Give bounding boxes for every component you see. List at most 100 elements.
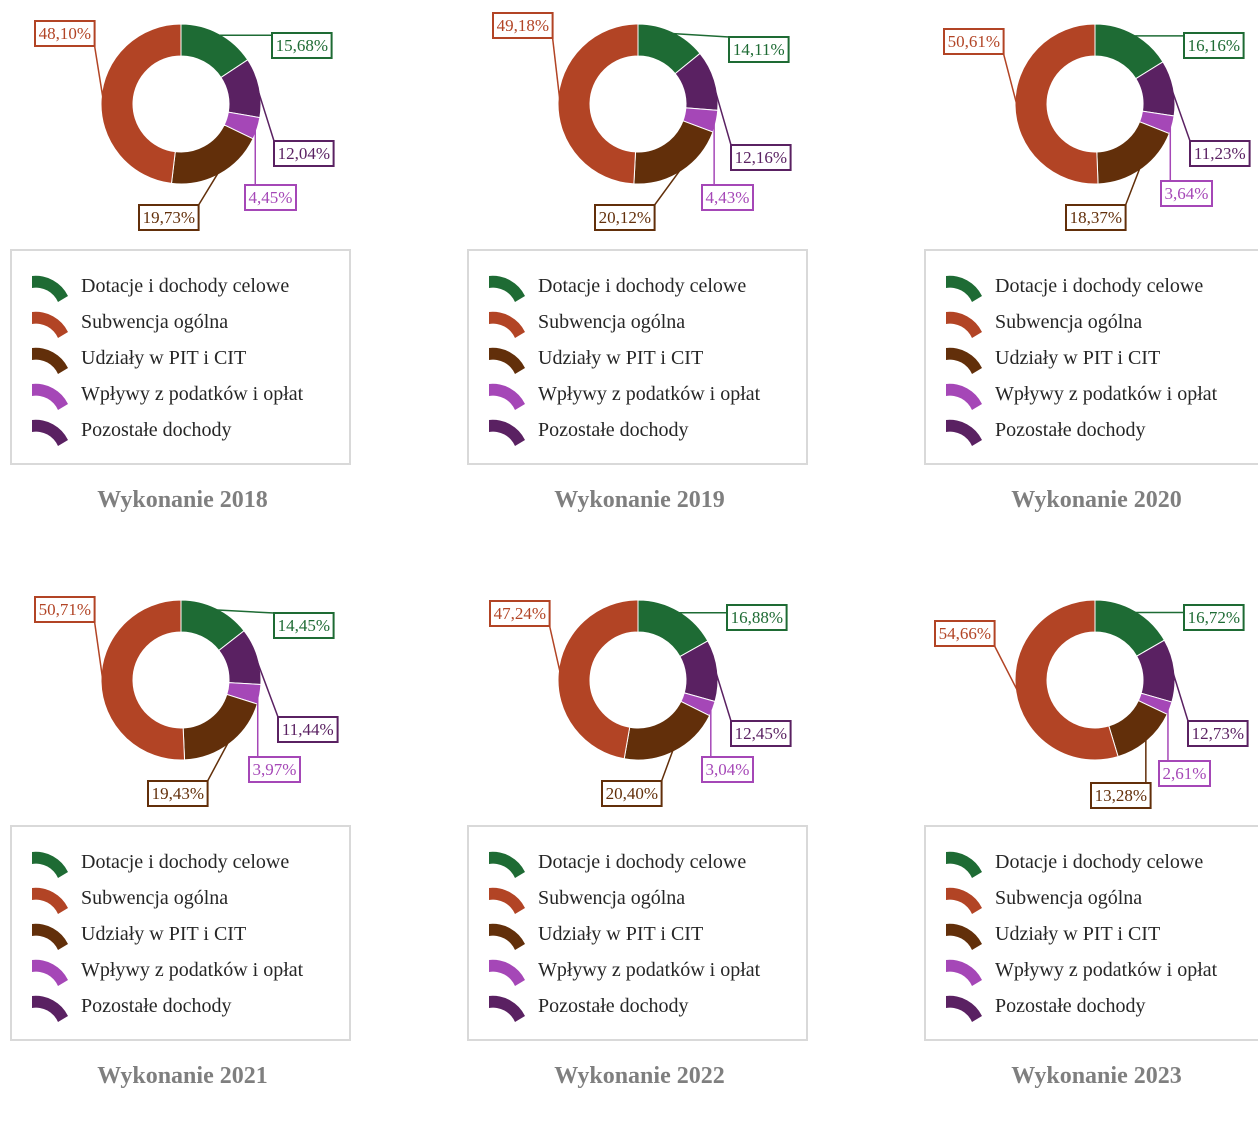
legend-swatch-icon — [489, 923, 525, 950]
legend-swatch-icon — [946, 383, 982, 410]
value-label: 2,61% — [1163, 764, 1207, 783]
leader-line — [1124, 167, 1141, 206]
legend-swatch-icon — [946, 275, 982, 302]
value-label-box — [934, 620, 996, 647]
value-label: 48,10% — [39, 24, 91, 43]
legend: Dotacje i dochody celowe Subwencja ogólna… — [10, 249, 351, 465]
value-label-box — [730, 144, 792, 171]
value-label: 19,73% — [143, 208, 195, 227]
legend-label: Pozostałe dochody — [995, 995, 1146, 1017]
value-label-box — [271, 32, 333, 59]
value-label-box — [34, 20, 96, 47]
donut-slice — [182, 693, 258, 761]
value-label: 20,40% — [606, 784, 658, 803]
legend-swatch-icon — [32, 995, 68, 1022]
legend: Dotacje i dochody celowe Subwencja ogólna… — [10, 825, 351, 1041]
legend-swatch-icon — [489, 275, 525, 302]
legend-label: Subwencja ogólna — [995, 887, 1143, 909]
legend-label: Dotacje i dochody celowe — [538, 851, 747, 873]
chart-panel: 14,45% 11,44% 3,97% 19,43% 50,71% Dotacje i d… — [0, 576, 457, 1122]
value-label: 16,88% — [731, 608, 783, 627]
leader-line — [548, 625, 562, 674]
value-label-box — [248, 756, 301, 783]
value-label: 4,45% — [249, 188, 293, 207]
legend-label: Pozostałe dochody — [81, 419, 232, 441]
legend-label: Subwencja ogólna — [995, 311, 1143, 333]
leader-line — [93, 45, 104, 100]
value-label: 14,45% — [278, 616, 330, 635]
legend-swatch-icon — [946, 995, 982, 1022]
legend-label: Wpływy z podatków i opłat — [81, 383, 304, 405]
donut-chart: 14,45% 11,44% 3,97% 19,43% 50,71% — [34, 596, 339, 807]
value-label: 50,71% — [39, 600, 91, 619]
value-label-box — [489, 600, 551, 627]
value-label-box — [594, 204, 656, 231]
legend-label: Subwencja ogólna — [538, 311, 686, 333]
value-label-box — [273, 612, 335, 639]
value-label-box — [492, 12, 554, 39]
chart-title: Wykonanie 2018 — [97, 487, 268, 513]
value-label: 12,04% — [278, 144, 330, 163]
legend-swatch-icon — [946, 887, 982, 914]
legend-label: Wpływy z podatków i opłat — [538, 959, 761, 981]
legend-swatch-icon — [946, 923, 982, 950]
legend-swatch-icon — [489, 959, 525, 986]
value-label-box — [277, 716, 339, 743]
value-label: 50,61% — [948, 32, 1000, 51]
donut-chart: 16,88% 12,45% 3,04% 20,40% 47,24% — [489, 599, 792, 807]
value-label: 16,16% — [1188, 36, 1240, 55]
leader-line — [660, 749, 674, 782]
legend-label: Dotacje i dochody celowe — [995, 275, 1204, 297]
leader-line — [1170, 88, 1191, 142]
legend-swatch-icon — [32, 275, 68, 302]
value-label-box — [701, 756, 754, 783]
donut-slice — [623, 700, 711, 761]
legend-label: Udziały w PIT i CIT — [538, 347, 704, 369]
legend-swatch-icon — [32, 959, 68, 986]
leader-line — [711, 80, 732, 146]
legend-swatch-icon — [489, 419, 525, 446]
legend-swatch-icon — [489, 383, 525, 410]
value-label-box — [147, 780, 209, 807]
leader-line — [551, 37, 561, 103]
value-label-box — [601, 780, 663, 807]
legend-swatch-icon — [489, 347, 525, 374]
legend-swatch-icon — [32, 851, 68, 878]
legend-label: Udziały w PIT i CIT — [81, 923, 247, 945]
chart-panel: 14,11% 12,16% 4,43% 20,12% 49,18% Dotacje i d… — [457, 0, 914, 546]
chart-title: Wykonanie 2022 — [554, 1063, 725, 1089]
donut-chart: 15,68% 12,04% 4,45% 19,73% 48,10% — [34, 20, 335, 231]
leader-line — [671, 32, 730, 38]
value-label-box — [1158, 760, 1211, 787]
value-label-box — [273, 140, 335, 167]
value-label-box — [1183, 32, 1245, 59]
value-label-box — [1090, 782, 1152, 809]
value-label-box — [726, 604, 788, 631]
chart-title: Wykonanie 2019 — [554, 487, 725, 513]
donut-chart: 14,11% 12,16% 4,43% 20,12% 49,18% — [492, 12, 792, 231]
legend-swatch-icon — [32, 311, 68, 338]
value-label: 12,73% — [1192, 724, 1244, 743]
legend-swatch-icon — [946, 851, 982, 878]
legend-swatch-icon — [946, 311, 982, 338]
legend-swatch-icon — [946, 959, 982, 986]
value-label: 54,66% — [939, 624, 991, 643]
legend-swatch-icon — [32, 923, 68, 950]
legend-label: Pozostałe dochody — [538, 419, 689, 441]
leader-line — [653, 168, 682, 206]
value-label-box — [1160, 180, 1213, 207]
value-label: 13,28% — [1095, 786, 1147, 805]
legend: Dotacje i dochody celowe Subwencja ogólna… — [467, 825, 808, 1041]
chart-title: Wykonanie 2021 — [97, 1063, 268, 1089]
leader-line — [215, 609, 275, 614]
donut-slice — [1096, 121, 1170, 185]
leader-line — [993, 645, 1019, 692]
legend-label: Dotacje i dochody celowe — [81, 275, 290, 297]
legend-label: Udziały w PIT i CIT — [538, 923, 704, 945]
value-label: 3,64% — [1165, 184, 1209, 203]
chart-title: Wykonanie 2023 — [1011, 1063, 1182, 1089]
value-label-box — [1183, 604, 1245, 631]
donut-slice — [100, 599, 186, 761]
value-label-box — [1189, 140, 1251, 167]
legend-label: Wpływy z podatków i opłat — [81, 959, 304, 981]
